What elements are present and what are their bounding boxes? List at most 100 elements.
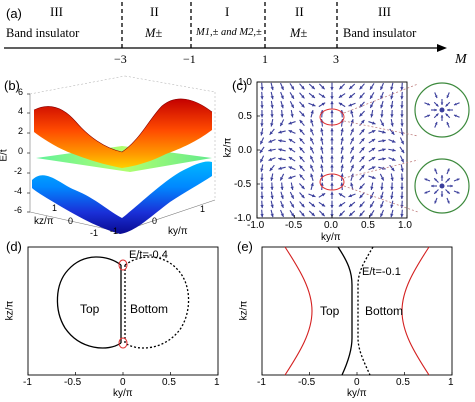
panel-b-kz-label: kz/π	[34, 216, 54, 227]
panel-a-phase-diagram	[4, 2, 447, 52]
field-arrow-7-13-head	[330, 205, 334, 209]
inset-lower-center	[439, 183, 445, 189]
field-arrow-0-8-head	[260, 158, 264, 163]
field-arrow-1-4-head	[270, 123, 274, 127]
inset-upper-arrow-5-head	[435, 103, 439, 107]
inset-lower-arrow-3-head	[434, 191, 437, 194]
panel-e-xtick-1: -1	[257, 377, 266, 388]
field-arrow-3-11-head	[290, 186, 294, 190]
phase-numeral-3: I	[225, 4, 230, 19]
field-arrow-9-2-head	[348, 103, 353, 107]
field-arrow-14-8-head	[400, 158, 404, 163]
field-arrow-11-3-head	[370, 114, 374, 118]
field-arrow-9-3-head	[350, 110, 354, 114]
zoom-line-lower-a	[343, 159, 419, 179]
inset-lower-arrow-12-head	[424, 178, 428, 181]
inset-upper-arrow-11-head	[427, 114, 430, 118]
field-arrow-13-0-head	[390, 86, 394, 91]
top-surface-contour	[337, 246, 353, 376]
field-arrow-13-2-head	[390, 104, 394, 109]
field-arrow-11-8-head	[371, 157, 376, 161]
inset-upper-arrows	[424, 92, 460, 128]
field-arrow-0-7-head	[259, 149, 264, 154]
field-arrow-9-8-head	[350, 155, 354, 160]
inset-upper-arrow-4-head	[434, 108, 437, 112]
field-arrow-12-0-head	[380, 86, 384, 90]
panel-a-label: (a)	[6, 6, 22, 21]
field-arrow-8-7-head	[340, 146, 344, 150]
m-tick-minus-1: −1	[183, 52, 196, 66]
field-arrow-9-6-head	[350, 137, 354, 142]
field-arrow-10-4-head	[361, 119, 365, 124]
field-arrow-3-7-head	[288, 147, 293, 152]
field-arrow-11-5-head	[371, 130, 376, 134]
inset-upper-arrow-15-head	[454, 102, 457, 106]
field-arrow-4-4-head	[299, 119, 303, 124]
lower-band-surface	[32, 161, 212, 234]
inset-lower-arrow-1-head	[447, 191, 450, 194]
field-arrow-14-7-head	[400, 149, 405, 154]
field-arrow-0-14-head	[260, 213, 264, 218]
panel-b-ztick-3: 2	[18, 126, 24, 136]
field-arrow-14-6-head	[400, 140, 404, 145]
phase-name-4: M±	[290, 26, 308, 40]
inset-upper-arrow-7-head	[445, 103, 449, 107]
panel-b-ztick-4: 0	[18, 146, 24, 156]
panel-b-ky-tick-3: 1	[200, 204, 206, 214]
inset-upper-arrow-0-head	[447, 108, 450, 112]
field-arrow-6-12-head	[321, 193, 326, 197]
panel-c-xtick-4: 0.5	[361, 220, 375, 231]
inset-upper-arrow-13-head	[434, 95, 438, 98]
field-arrow-14-9-head	[400, 168, 404, 172]
field-arrow-2-1-head	[280, 95, 284, 100]
field-arrow-3-0-head	[290, 86, 295, 90]
field-arrow-5-7-head	[310, 146, 314, 151]
field-arrow-1-8-head	[268, 157, 273, 161]
field-arrow-3-12-head	[290, 195, 294, 199]
field-arrow-0-6-head	[260, 140, 264, 145]
field-arrow-11-12-head	[370, 195, 374, 199]
field-arrow-13-5-head	[391, 131, 395, 135]
field-arrow-1-13-head	[270, 204, 274, 209]
upper-band-surface	[34, 98, 212, 168]
inset-lower-arrow-15-head	[456, 178, 460, 181]
field-arrow-6-5-head	[320, 128, 324, 132]
field-arrow-11-6-head	[371, 138, 376, 143]
field-arrow-0-5-head	[260, 132, 264, 136]
field-arrow-8-1-head	[338, 94, 343, 98]
inset-lower-arrow-14-head	[447, 168, 450, 172]
field-arrow-12-8-head	[382, 157, 386, 161]
box-edge-back-right	[124, 75, 216, 93]
field-arrow-4-1-head	[301, 94, 305, 99]
field-arrow-6-14-head	[321, 212, 325, 217]
field-arrow-7-12-head	[330, 191, 334, 195]
field-arrow-0-3-head	[260, 114, 264, 118]
panel-c-xtick-1: -1.0	[247, 220, 265, 231]
field-arrow-5-14-head	[311, 212, 315, 217]
phase-name-5: Band insulator	[343, 26, 417, 40]
field-arrow-7-9-head	[330, 164, 334, 168]
field-arrow-4-12-head	[301, 194, 305, 199]
field-arrow-1-1-head	[270, 95, 274, 100]
field-arrow-7-4-head	[330, 119, 334, 123]
inset-upper-arrow-14-head	[446, 95, 450, 98]
field-arrow-8-8-head	[340, 155, 344, 159]
field-arrow-10-9-head	[361, 165, 365, 169]
field-arrow-0-12-head	[260, 195, 264, 200]
panel-c-ytick-5: -1.0	[234, 213, 252, 224]
field-arrow-12-11-head	[380, 186, 384, 191]
panel-c-label: (c)	[232, 78, 248, 93]
field-arrow-13-6-head	[391, 139, 396, 143]
field-arrow-5-9-head	[310, 164, 314, 169]
phase-numeral-1: III	[50, 4, 63, 19]
field-arrow-2-5-head	[278, 130, 282, 134]
panel-d-xlabel: ky/π	[113, 388, 133, 399]
field-arrow-2-10-head	[280, 177, 284, 181]
field-arrow-1-14-head	[270, 213, 274, 218]
field-arrow-2-12-head	[280, 195, 284, 199]
field-arrow-3-9-head	[288, 166, 293, 170]
panel-c-ytick-1: 1.0	[238, 77, 252, 88]
field-arrow-6-8-head	[320, 155, 324, 159]
panel-c-xtick-2: -0.5	[285, 220, 303, 231]
